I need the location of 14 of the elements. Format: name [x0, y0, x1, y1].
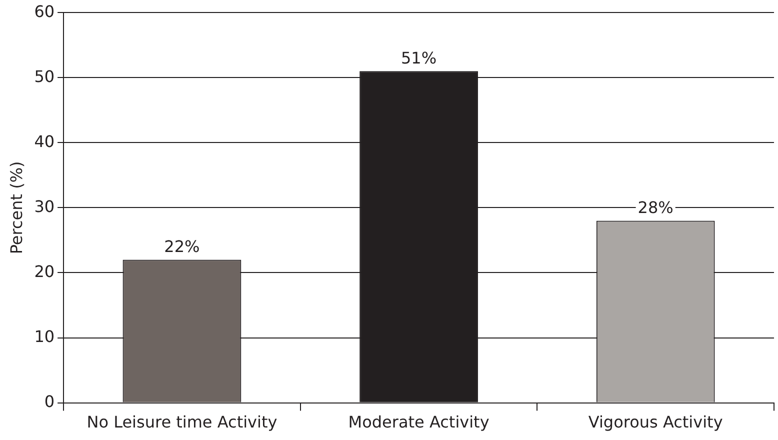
data-label: 28%	[638, 198, 674, 217]
y-axis-title: Percent (%)	[6, 161, 26, 254]
data-label: 22%	[164, 236, 200, 256]
y-tick-label: 40	[34, 132, 55, 151]
y-tick-label: 30	[34, 196, 55, 216]
y-tick-label: 60	[34, 2, 55, 21]
y-tick-label: 20	[34, 262, 55, 281]
y-tick-label: 0	[44, 392, 55, 411]
data-label: 51%	[401, 48, 437, 68]
x-tick-label: Moderate Activity	[348, 412, 490, 432]
y-tick-label: 10	[34, 326, 55, 346]
y-tick-label: 50	[34, 66, 55, 86]
x-tick-label: No Leisure time Activity	[86, 412, 278, 432]
x-tick-label: Vigorous Activity	[588, 412, 723, 432]
